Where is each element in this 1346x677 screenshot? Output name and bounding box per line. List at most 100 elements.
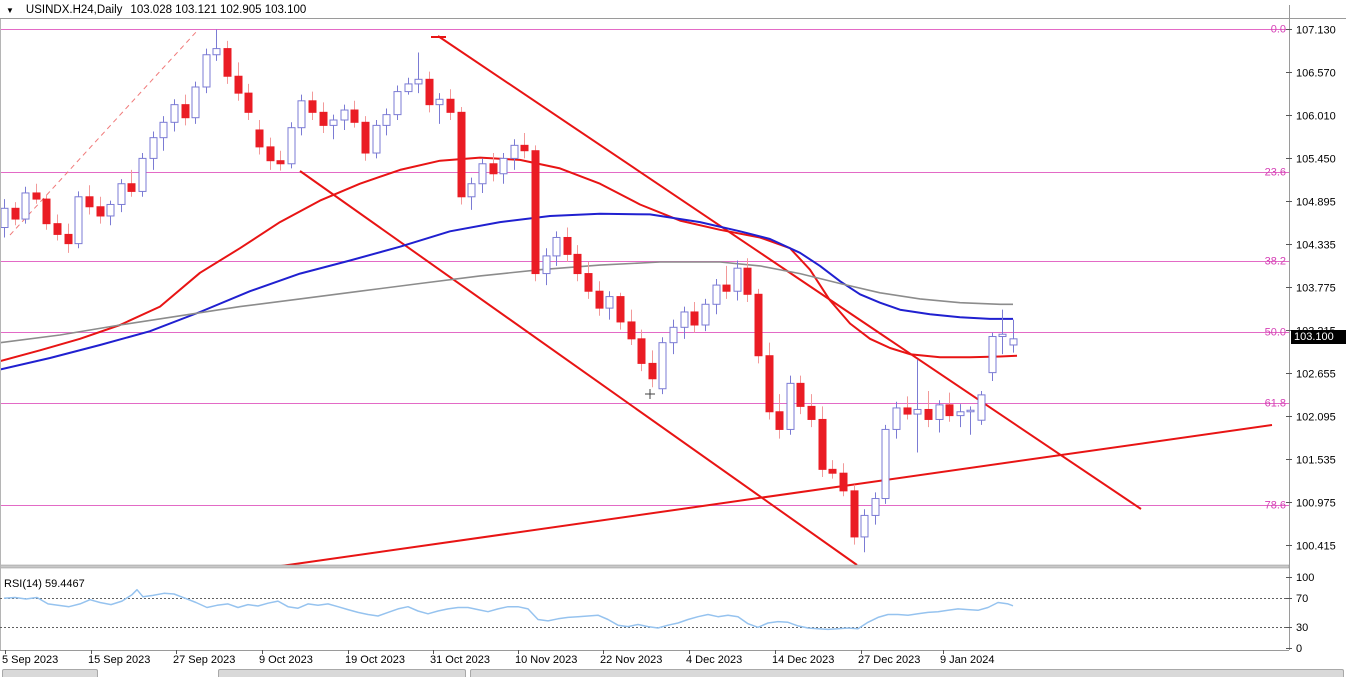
candle-body bbox=[457, 111, 466, 198]
price-tick-label: 104.335 bbox=[1296, 240, 1336, 252]
candle-body bbox=[404, 83, 413, 93]
candle-body bbox=[627, 321, 636, 340]
candle-body bbox=[435, 98, 444, 106]
candle-body bbox=[754, 293, 763, 357]
candle-body bbox=[212, 48, 221, 56]
bottom-tab[interactable] bbox=[218, 669, 466, 677]
bottom-tab[interactable] bbox=[2, 669, 98, 677]
rsi-tick-label: 30 bbox=[1296, 622, 1308, 634]
candle-body bbox=[743, 267, 752, 295]
fib-level-label: 61.8 bbox=[1265, 398, 1286, 410]
date-label: 27 Dec 2023 bbox=[858, 654, 920, 666]
fib-level-label: 78.6 bbox=[1265, 500, 1286, 512]
candle-body bbox=[21, 192, 30, 220]
candle-body bbox=[637, 338, 646, 364]
date-label: 5 Sep 2023 bbox=[2, 654, 58, 666]
candle-body bbox=[871, 498, 880, 516]
ohlc-values: 103.028 103.121 102.905 103.100 bbox=[130, 4, 307, 16]
candle-body bbox=[531, 150, 540, 275]
price-tick-label: 101.535 bbox=[1296, 455, 1336, 467]
trendline bbox=[437, 35, 1142, 510]
rsi-line bbox=[3, 588, 1014, 631]
price-tick-label: 102.655 bbox=[1296, 369, 1336, 381]
candle-body bbox=[680, 311, 689, 328]
candle-body bbox=[786, 382, 795, 430]
candle-body bbox=[998, 333, 1007, 338]
candle-body bbox=[42, 198, 51, 225]
candle-body bbox=[64, 233, 73, 245]
panel-separator[interactable] bbox=[0, 564, 1290, 569]
candle-body bbox=[860, 514, 869, 538]
candle-body bbox=[478, 163, 487, 185]
candle-body bbox=[138, 157, 147, 192]
candle-body bbox=[712, 284, 721, 305]
candle-body bbox=[297, 100, 306, 129]
candle-body bbox=[74, 196, 83, 245]
candle-body bbox=[361, 121, 370, 154]
bottom-tab[interactable] bbox=[470, 669, 1344, 677]
ma-fast-red bbox=[0, 156, 1018, 363]
candle-body bbox=[733, 267, 742, 292]
ma-slow-gray bbox=[0, 261, 1013, 344]
candle-body bbox=[223, 48, 232, 77]
date-label: 15 Sep 2023 bbox=[88, 654, 150, 666]
candle-body bbox=[287, 127, 296, 165]
candle-body bbox=[372, 124, 381, 154]
candle-body bbox=[106, 203, 115, 217]
candle-body bbox=[584, 273, 593, 292]
candle-body bbox=[701, 303, 710, 326]
price-tick-label: 102.095 bbox=[1296, 412, 1336, 424]
candle-body bbox=[127, 183, 136, 192]
candle-body bbox=[807, 405, 816, 420]
bottom-tab-strip[interactable] bbox=[0, 668, 1346, 677]
candle-body bbox=[913, 408, 922, 415]
date-label: 9 Oct 2023 bbox=[259, 654, 313, 666]
candle-body bbox=[966, 409, 975, 413]
candle-body bbox=[796, 382, 805, 407]
candle-body bbox=[892, 407, 901, 430]
fib-level-label: 0.0 bbox=[1271, 24, 1286, 36]
candle-body bbox=[319, 111, 328, 126]
date-label: 19 Oct 2023 bbox=[345, 654, 405, 666]
fib-level-label: 50.0 bbox=[1265, 327, 1286, 339]
fib-level-label: 38.2 bbox=[1265, 256, 1286, 268]
candle-body bbox=[595, 290, 604, 309]
ma-mid-blue bbox=[0, 212, 1013, 371]
current-price-tag: 103.100 bbox=[1291, 330, 1346, 344]
trendline bbox=[280, 424, 1273, 567]
candle-body bbox=[988, 336, 997, 374]
candle-body bbox=[722, 284, 731, 292]
candle-body bbox=[0, 207, 9, 228]
candle-body bbox=[329, 119, 338, 126]
date-label: 22 Nov 2023 bbox=[600, 654, 662, 666]
candle-body bbox=[520, 144, 529, 152]
candle-body bbox=[393, 91, 402, 116]
candle-body bbox=[467, 183, 476, 198]
candle-body bbox=[945, 404, 954, 417]
candle-body bbox=[977, 394, 986, 421]
candle-body bbox=[903, 407, 912, 415]
candle-body bbox=[159, 121, 168, 139]
candle-body bbox=[489, 163, 498, 175]
candle-body bbox=[11, 207, 20, 220]
candle-body bbox=[648, 362, 657, 380]
candle-body bbox=[340, 109, 349, 121]
candle-body bbox=[563, 236, 572, 255]
price-tick-label: 106.010 bbox=[1296, 111, 1336, 123]
rsi-indicator-label: RSI(14) 59.4467 bbox=[4, 578, 85, 590]
candle-body bbox=[96, 206, 105, 217]
rsi-tick-label: 70 bbox=[1296, 593, 1308, 605]
dashed-trendline bbox=[9, 30, 198, 236]
candle-body bbox=[414, 78, 423, 85]
dropdown-arrow-icon[interactable]: ▼ bbox=[6, 5, 14, 15]
price-tick-label: 107.130 bbox=[1296, 25, 1336, 37]
candle-body bbox=[605, 296, 614, 309]
candle-body bbox=[350, 109, 359, 123]
candle-body bbox=[1009, 338, 1018, 346]
candle-body bbox=[181, 104, 190, 119]
price-tick-label: 100.975 bbox=[1296, 498, 1336, 510]
candle-body bbox=[446, 98, 455, 113]
date-label: 27 Sep 2023 bbox=[173, 654, 235, 666]
candle-body bbox=[499, 157, 508, 175]
